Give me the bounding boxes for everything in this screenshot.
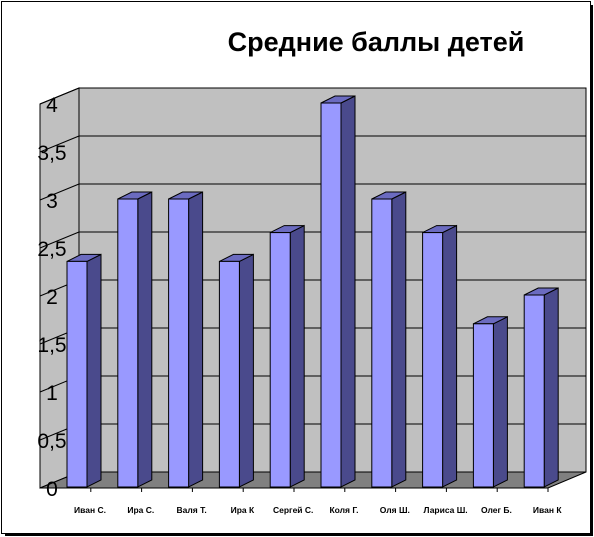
bar-front — [117, 198, 139, 488]
chart-title: Средние баллы детей — [228, 27, 525, 57]
bar — [422, 224, 458, 488]
bar — [523, 287, 559, 488]
grid-line-side — [39, 87, 80, 105]
bar-front — [269, 232, 291, 488]
bar — [218, 253, 254, 488]
grid-line-side — [39, 135, 80, 153]
bar-front — [371, 198, 393, 488]
bar — [472, 315, 508, 488]
bar-front — [422, 232, 444, 488]
x-tick-label: Иван С. — [74, 505, 106, 515]
bar — [117, 191, 153, 488]
bar-side — [340, 95, 356, 488]
bar — [168, 191, 204, 488]
y-tick-label: 1,5 — [37, 334, 66, 357]
y-tick-label: 3,5 — [37, 142, 66, 165]
bar-front — [472, 323, 494, 488]
bar-front — [320, 102, 342, 488]
bar-side — [543, 287, 559, 488]
bar — [66, 253, 102, 488]
y-tick-label: 0,5 — [37, 430, 66, 453]
bar — [269, 224, 305, 488]
y-tick-label: 0 — [46, 478, 58, 501]
y-tick-label: 3 — [46, 190, 58, 213]
bar-side — [137, 191, 153, 488]
x-tick-label: Ира С. — [127, 505, 154, 515]
bar-side — [442, 224, 458, 488]
bar-front — [218, 260, 240, 488]
y-tick-label: 2,5 — [37, 238, 66, 261]
x-tick-label: Олег Б. — [481, 505, 512, 515]
bar-side — [492, 315, 508, 488]
x-tick-label: Лариса Ш. — [424, 505, 468, 515]
grid-line-side — [39, 183, 80, 201]
bar-side — [391, 191, 407, 488]
x-tick-label: Сергей С. — [273, 505, 313, 515]
bar-front — [168, 198, 190, 488]
y-tick-label: 1 — [46, 382, 58, 405]
bar-side — [238, 253, 254, 488]
x-axis-ticks: Иван С. Ира С. Валя Т. Ира К Сергей С. Коля Г… — [74, 488, 562, 515]
bar-side — [289, 224, 305, 488]
y-tick-label: 2 — [46, 286, 58, 309]
y-tick-label: 4 — [46, 94, 58, 117]
bar-front — [523, 294, 545, 488]
bars — [66, 95, 559, 488]
grid-line-side — [39, 231, 80, 249]
x-tick-label: Оля Ш. — [380, 505, 410, 515]
x-tick-label: Ира К — [231, 505, 255, 515]
x-tick-label: Валя Т. — [177, 505, 207, 515]
bar-side — [86, 253, 102, 488]
bar — [320, 95, 356, 488]
bar-front — [66, 260, 88, 488]
bar-side — [188, 191, 204, 488]
bar — [371, 191, 407, 488]
x-tick-label: Иван К — [533, 505, 562, 515]
x-tick-label: Коля Г. — [329, 505, 358, 515]
y-axis-ticks: 0 0,5 1 1,5 2 2,5 3 3,5 4 — [37, 94, 66, 501]
